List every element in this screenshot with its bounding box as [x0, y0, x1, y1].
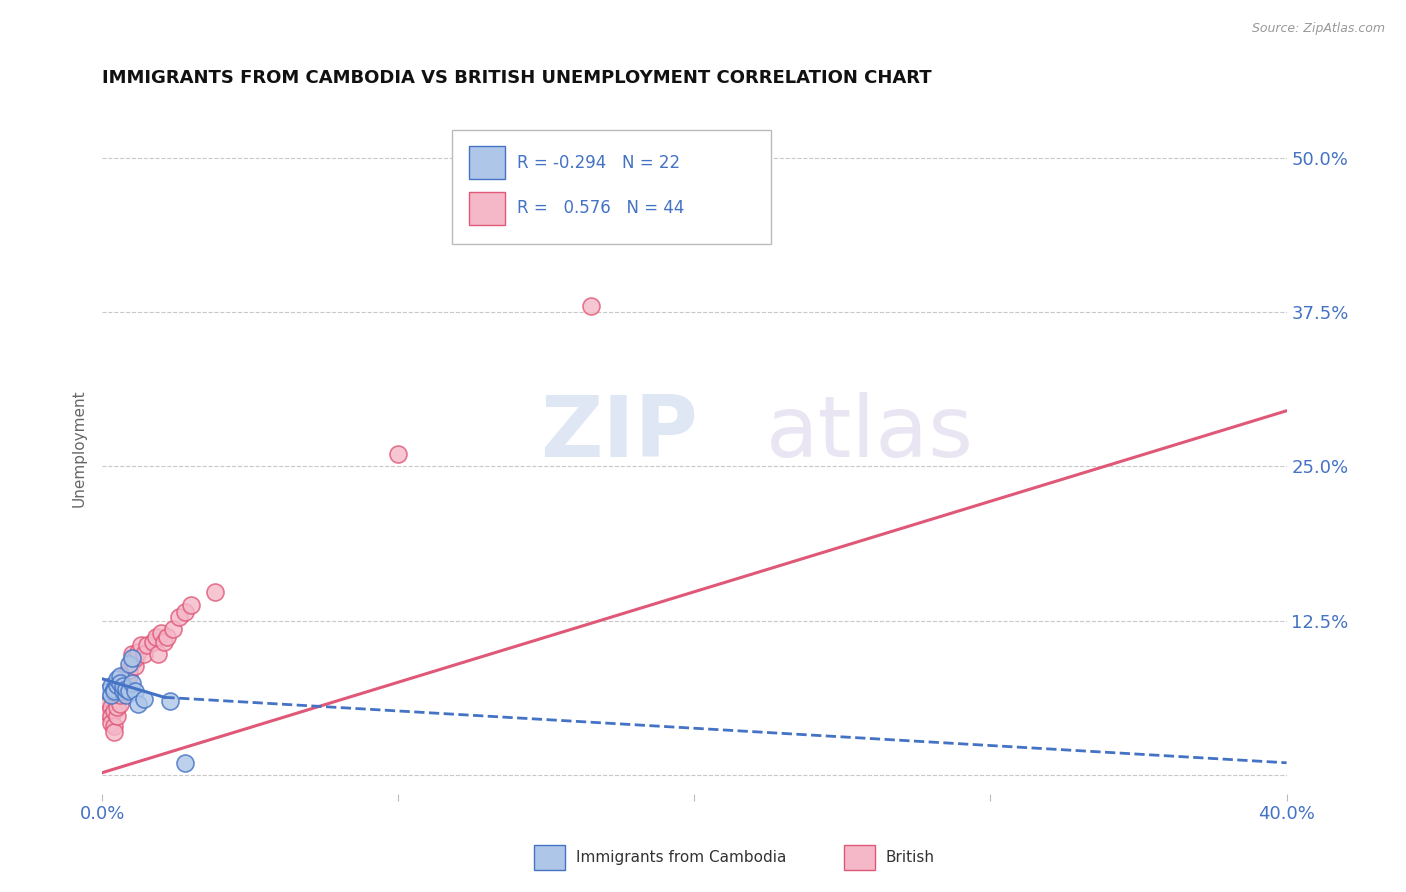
- Text: British: British: [886, 850, 935, 864]
- Point: [115, 666, 138, 681]
- Point: [654, 187, 676, 202]
- Point: [579, 299, 602, 313]
- Point: [697, 162, 720, 177]
- Point: [124, 659, 146, 673]
- Point: [121, 647, 143, 661]
- Point: [141, 634, 163, 648]
- Point: [118, 669, 141, 683]
- Point: [132, 647, 155, 661]
- Text: Source: ZipAtlas.com: Source: ZipAtlas.com: [1251, 22, 1385, 36]
- Point: [153, 634, 176, 648]
- FancyBboxPatch shape: [451, 129, 772, 244]
- Point: [103, 725, 125, 739]
- Point: [103, 684, 125, 698]
- Point: [121, 675, 143, 690]
- Point: [150, 626, 173, 640]
- Text: Immigrants from Cambodia: Immigrants from Cambodia: [576, 850, 787, 864]
- Point: [103, 719, 125, 733]
- Point: [124, 650, 146, 665]
- Point: [100, 679, 122, 693]
- Bar: [470, 146, 505, 179]
- Point: [156, 630, 179, 644]
- Point: [129, 639, 152, 653]
- Point: [105, 691, 128, 706]
- Point: [105, 709, 128, 723]
- Point: [127, 697, 149, 711]
- Text: IMMIGRANTS FROM CAMBODIA VS BRITISH UNEMPLOYMENT CORRELATION CHART: IMMIGRANTS FROM CAMBODIA VS BRITISH UNEM…: [103, 69, 932, 87]
- Point: [127, 645, 149, 659]
- Point: [115, 672, 138, 686]
- Text: atlas: atlas: [765, 392, 973, 475]
- Point: [167, 610, 190, 624]
- Point: [105, 678, 128, 692]
- Point: [100, 709, 122, 723]
- Point: [111, 675, 134, 690]
- Point: [115, 681, 138, 696]
- Point: [118, 684, 141, 698]
- Point: [108, 681, 131, 696]
- Point: [103, 704, 125, 718]
- Point: [100, 688, 122, 702]
- Point: [97, 684, 120, 698]
- Point: [100, 700, 122, 714]
- Y-axis label: Unemployment: Unemployment: [72, 389, 86, 507]
- Point: [97, 697, 120, 711]
- Point: [105, 700, 128, 714]
- Point: [174, 756, 197, 770]
- Point: [124, 684, 146, 698]
- Text: ZIP: ZIP: [540, 392, 699, 475]
- Text: R = -0.294   N = 22: R = -0.294 N = 22: [517, 153, 681, 172]
- Point: [108, 669, 131, 683]
- Point: [145, 630, 167, 644]
- Point: [159, 694, 181, 708]
- Point: [100, 716, 122, 731]
- Point: [174, 605, 197, 619]
- Point: [132, 691, 155, 706]
- Point: [118, 663, 141, 677]
- Point: [108, 688, 131, 702]
- Bar: [470, 192, 505, 225]
- Point: [387, 447, 409, 461]
- Point: [148, 647, 170, 661]
- Point: [103, 681, 125, 696]
- Point: [121, 650, 143, 665]
- Point: [111, 684, 134, 698]
- Point: [111, 679, 134, 693]
- Point: [180, 598, 202, 612]
- Point: [111, 679, 134, 693]
- Point: [121, 655, 143, 669]
- Point: [105, 672, 128, 686]
- Point: [108, 697, 131, 711]
- Point: [111, 684, 134, 698]
- Point: [118, 657, 141, 671]
- Point: [115, 688, 138, 702]
- Point: [204, 585, 226, 599]
- Point: [135, 639, 157, 653]
- Point: [108, 675, 131, 690]
- Point: [162, 623, 184, 637]
- Point: [97, 706, 120, 721]
- Text: R =   0.576   N = 44: R = 0.576 N = 44: [517, 200, 685, 218]
